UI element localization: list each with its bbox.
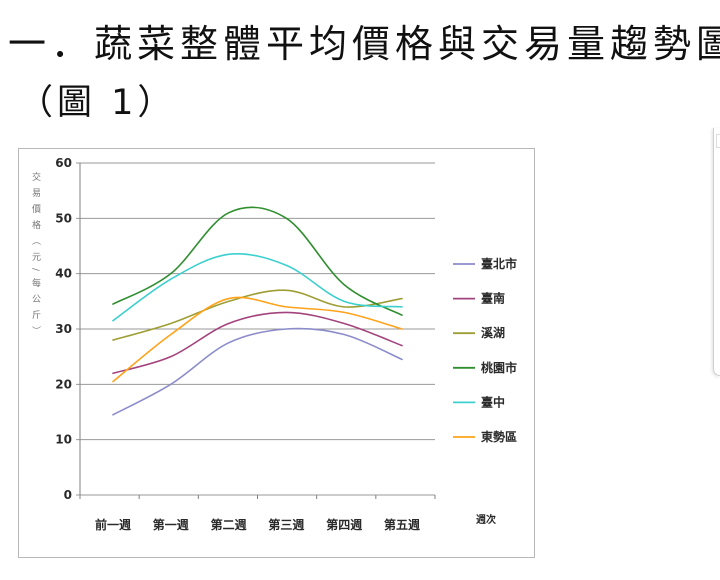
series-lines: [112, 206, 403, 416]
series-line-5: [112, 252, 403, 322]
series-line-6: [112, 296, 403, 383]
legend-label: 桃園市: [481, 360, 517, 375]
figure-reference: （圖 1）: [18, 83, 177, 123]
x-tick-label: 第二週: [211, 517, 247, 532]
y-tick-label: 10: [55, 433, 72, 447]
chart-frame: [18, 148, 535, 558]
legend-label: 臺北市: [481, 256, 517, 271]
legend-label: 溪湖: [481, 325, 505, 340]
line-chart: 0 10 20 30 40 50 60 前一週 第一週 第二週 第三週 第四週 第五週 臺北市臺南溪湖…: [18, 148, 535, 558]
section-heading: 一．蔬菜整體平均價格與交易量趨勢圖: [8, 22, 720, 66]
y-tick-label: 0: [64, 488, 72, 502]
x-tick-label: 第五週: [384, 517, 420, 532]
x-tick-label: 第四週: [326, 517, 362, 532]
x-axis-label: 週次: [476, 513, 496, 526]
gridlines: [76, 162, 435, 496]
side-panel-tab: [716, 134, 720, 148]
series-line-4: [112, 206, 403, 316]
x-axis-ticks: 前一週 第一週 第二週 第三週 第四週 第五週: [79, 495, 436, 532]
legend-label: 東勢區: [481, 429, 517, 444]
y-axis-label: 交易價格（元/每公斤）: [30, 172, 40, 343]
y-tick-label: 40: [55, 267, 72, 281]
x-tick-label: 第三週: [268, 517, 304, 532]
legend-label: 臺南: [481, 291, 505, 306]
series-line-3: [112, 289, 403, 341]
x-tick-label: 前一週: [95, 517, 131, 532]
series-line-1: [112, 327, 403, 416]
x-tick-label: 第一週: [153, 517, 189, 532]
y-tick-label: 60: [55, 156, 72, 170]
y-tick-label: 20: [55, 377, 72, 391]
legend-label: 臺中: [481, 394, 505, 409]
series-line-2: [112, 311, 403, 375]
y-tick-label: 50: [55, 211, 72, 225]
y-tick-label: 30: [55, 322, 72, 336]
side-panel-edge: [713, 128, 720, 376]
y-axis-ticks: 0 10 20 30 40 50 60: [55, 156, 72, 502]
